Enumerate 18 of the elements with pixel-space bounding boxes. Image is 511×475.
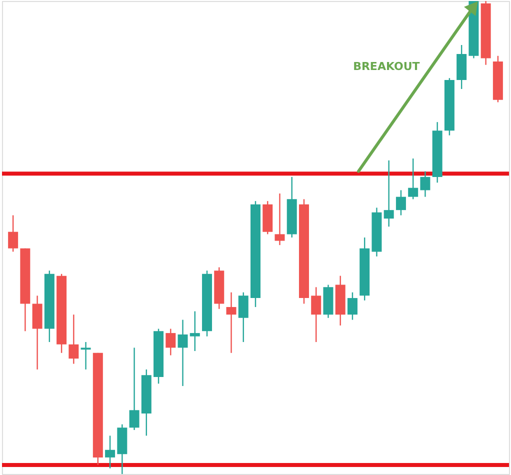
- candlestick: [384, 160, 394, 228]
- candlestick: [311, 286, 322, 343]
- candlestick: [178, 319, 188, 387]
- candlestick: [347, 292, 358, 320]
- candlestick: [226, 292, 236, 354]
- candlestick: [8, 214, 18, 252]
- candlestick: [80, 341, 91, 370]
- candlestick: [105, 435, 116, 469]
- candlestick: [68, 314, 79, 364]
- candlestick: [420, 170, 430, 198]
- candlestick: [238, 292, 248, 343]
- annotation: BREAKOUT: [353, 60, 420, 74]
- candlestick: [166, 328, 176, 356]
- candlestick: [396, 190, 406, 216]
- candlestick: [408, 158, 418, 200]
- candlestick: [274, 192, 285, 246]
- candlestick: [190, 310, 200, 352]
- candlestick: [129, 347, 140, 431]
